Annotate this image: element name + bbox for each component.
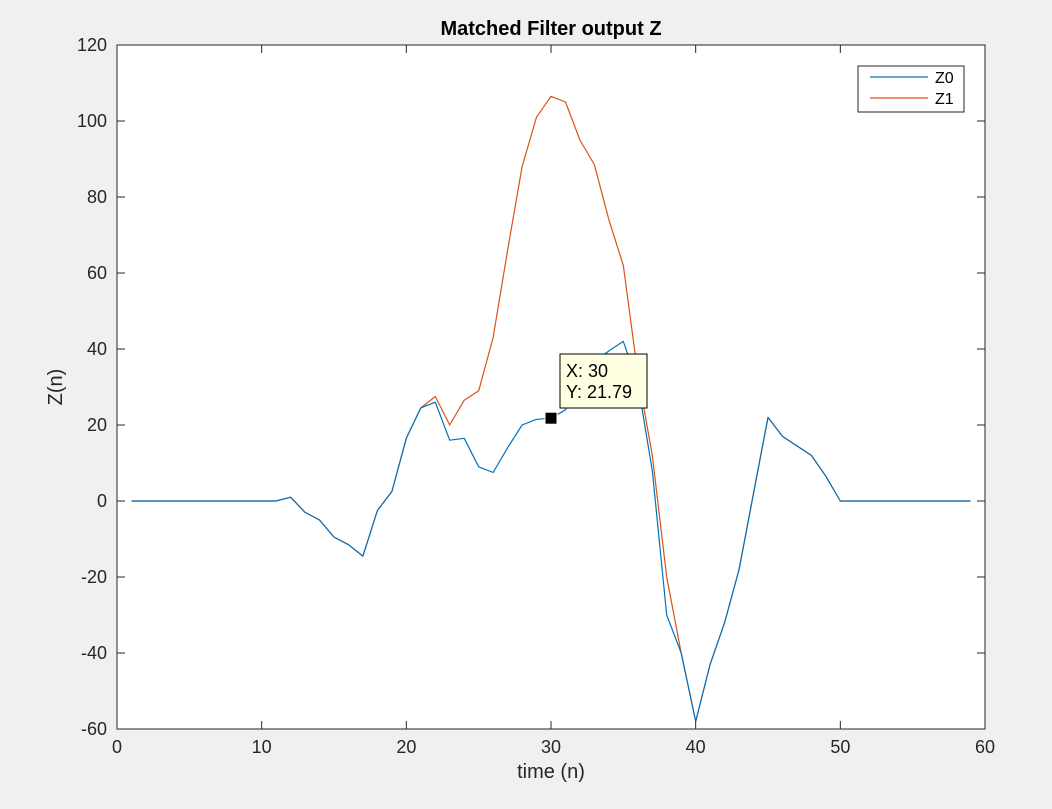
- legend-z1-label: Z1: [935, 91, 954, 108]
- legend-box: [857, 65, 965, 113]
- chart-title: Matched Filter output Z: [440, 18, 661, 40]
- y-tick-label: -40: [81, 643, 107, 663]
- legend-z0-label: Z0: [935, 70, 954, 87]
- x-tick-label: 50: [830, 737, 850, 757]
- plot-area: [117, 45, 985, 729]
- y-tick-label: 40: [87, 339, 107, 359]
- y-tick-label: 120: [77, 35, 107, 55]
- x-tick-label: 10: [252, 737, 272, 757]
- y-tick-label: -60: [81, 719, 107, 739]
- datatip-box: [559, 353, 648, 409]
- y-tick-label: -20: [81, 567, 107, 587]
- x-tick-label: 40: [686, 737, 706, 757]
- y-tick-label: 0: [97, 491, 107, 511]
- x-axis-label: time (n): [517, 761, 585, 783]
- y-tick-label: 20: [87, 415, 107, 435]
- datatip-y-text: Y: 21.79: [566, 382, 632, 402]
- datatip-x-text: X: 30: [566, 361, 608, 381]
- datatip-marker[interactable]: [544, 411, 558, 425]
- y-tick-label: 100: [77, 111, 107, 131]
- y-axis-label: Z(n): [45, 369, 67, 406]
- x-tick-label: 60: [975, 737, 995, 757]
- legend[interactable]: Z0 Z1: [857, 65, 965, 113]
- y-tick-label: 80: [87, 187, 107, 207]
- y-tick-label: 60: [87, 263, 107, 283]
- datatip[interactable]: X: 30 Y: 21.79: [544, 353, 648, 425]
- x-tick-label: 30: [541, 737, 561, 757]
- ticks: 0 10 20 30 40 50 60 -60 -40 -20 0 20 40 60 80 100 120: [77, 35, 995, 757]
- x-tick-label: 20: [396, 737, 416, 757]
- x-tick-label: 0: [112, 737, 122, 757]
